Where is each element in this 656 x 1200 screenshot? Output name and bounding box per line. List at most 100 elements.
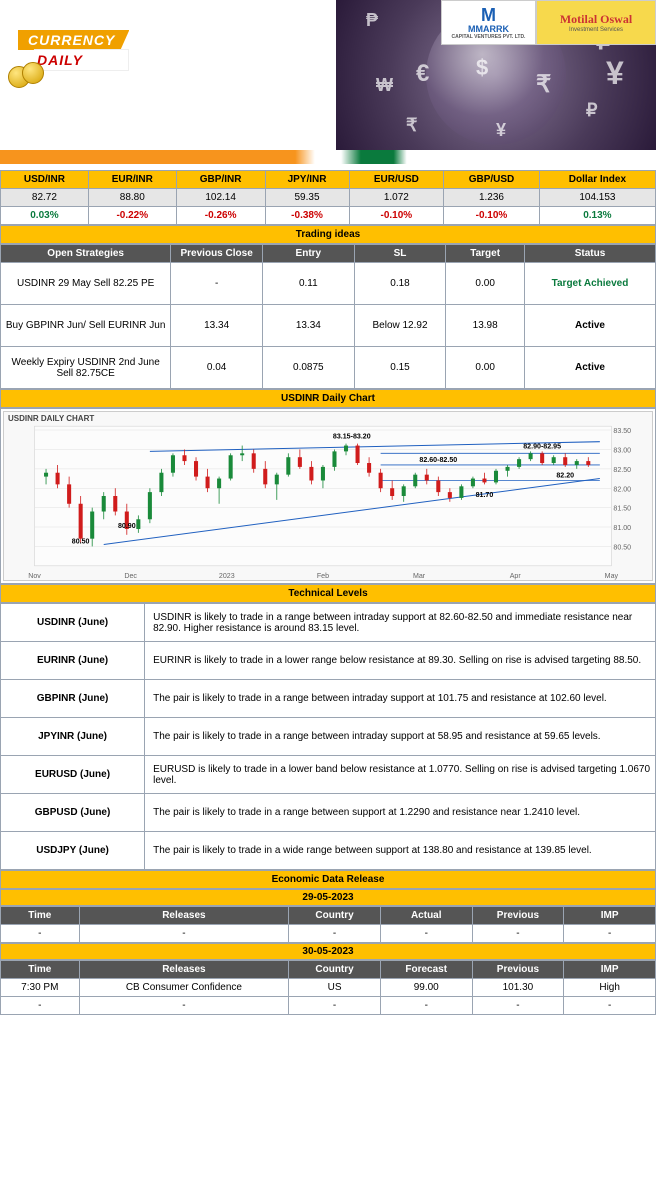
pair-value: 1.072 [349,189,444,207]
technical-desc: The pair is likely to trade in a range b… [145,680,656,718]
econ-col-header: IMP [564,961,656,979]
econ-date-2: 30-05-2023 [0,943,656,960]
economic-table-2: TimeReleasesCountryForecastPreviousIMP 7… [0,960,656,1015]
currency-symbol: ₱ [366,10,378,31]
svg-text:81.00: 81.00 [613,524,631,532]
econ-col-header: Country [289,907,381,925]
econ-cell: - [289,997,381,1015]
technical-desc: The pair is likely to trade in a wide ra… [145,832,656,870]
coin-icon [22,62,44,84]
trading-cell: 0.18 [354,263,446,305]
econ-cell: - [79,925,289,943]
economic-data-title: Economic Data Release [0,870,656,889]
technical-row: EURUSD (June)EURUSD is likely to trade i… [1,756,656,794]
econ-row: 7:30 PMCB Consumer ConfidenceUS99.00101.… [1,979,656,997]
technical-desc: The pair is likely to trade in a range b… [145,794,656,832]
svg-text:82.90-82.95: 82.90-82.95 [523,442,561,450]
logo-name: Motilal Oswal [560,12,632,27]
trading-cell: 0.11 [262,263,354,305]
svg-text:2023: 2023 [219,572,235,580]
currency-pairs-table: USD/INREUR/INRGBP/INRJPY/INREUR/USDGBP/U… [0,170,656,225]
pair-pct: -0.22% [88,207,176,225]
svg-text:Feb: Feb [317,572,329,580]
technical-pair: EURINR (June) [1,642,145,680]
econ-col-header: Releases [79,907,289,925]
econ-cell: - [79,997,289,1015]
pair-header: EUR/INR [88,171,176,189]
svg-text:83.00: 83.00 [613,446,631,454]
trading-row: USDINR 29 May Sell 82.25 PE-0.110.180.00… [1,263,656,305]
econ-cell: US [289,979,381,997]
econ-col-header: Actual [380,907,472,925]
econ-row: ------ [1,997,656,1015]
pair-pct: -0.10% [349,207,444,225]
pair-header: Dollar Index [539,171,655,189]
pair-value: 102.14 [176,189,265,207]
pair-header: JPY/INR [265,171,349,189]
econ-row: ------ [1,925,656,943]
svg-text:80.50: 80.50 [613,543,631,551]
econ-cell: - [472,925,564,943]
trading-cell: 0.04 [171,347,263,389]
technical-row: GBPUSD (June)The pair is likely to trade… [1,794,656,832]
pair-header: GBP/INR [176,171,265,189]
technical-pair: USDINR (June) [1,604,145,642]
trading-cell: 0.15 [354,347,446,389]
trading-col-header: Target [446,245,525,263]
trading-col-header: Previous Close [171,245,263,263]
econ-cell: High [564,979,656,997]
trading-cell: USDINR 29 May Sell 82.25 PE [1,263,171,305]
pair-header: EUR/USD [349,171,444,189]
trading-cell: 0.00 [446,347,525,389]
currency-symbol: ¥ [496,120,506,141]
technical-levels-title: Technical Levels [0,584,656,603]
logo-container: M MMARRK CAPITAL VENTURES PVT. LTD. Moti… [441,0,656,45]
pair-pct: 0.03% [1,207,89,225]
svg-text:May: May [605,572,619,580]
econ-col-header: IMP [564,907,656,925]
logo-sub: Investment Services [569,27,623,33]
econ-cell: - [289,925,381,943]
svg-text:80.50: 80.50 [72,537,90,545]
technical-desc: EURUSD is likely to trade in a lower ban… [145,756,656,794]
logo-name: MMARRK [468,24,509,34]
currency-symbol: € [416,60,429,88]
currency-symbol: ₽ [586,100,597,121]
pair-value: 1.236 [444,189,540,207]
chart-area: USDINR DAILY CHART 80.5081.0081.5082.008… [3,411,653,581]
title-top: CURRENCY [18,30,129,50]
trading-cell: 13.34 [262,305,354,347]
technical-pair: EURUSD (June) [1,756,145,794]
trading-cell: Active [524,347,655,389]
svg-text:81.50: 81.50 [613,505,631,513]
technical-row: EURINR (June)EURINR is likely to trade i… [1,642,656,680]
currency-symbol: ₹ [536,70,551,99]
logo-sub: CAPITAL VENTURES PVT. LTD. [452,34,526,40]
econ-cell: CB Consumer Confidence [79,979,289,997]
technical-pair: USDJPY (June) [1,832,145,870]
econ-col-header: Time [1,961,80,979]
technical-pair: GBPINR (June) [1,680,145,718]
chart-small-title: USDINR DAILY CHART [8,414,94,423]
svg-text:Mar: Mar [413,572,426,580]
svg-text:Dec: Dec [124,572,137,580]
svg-text:Nov: Nov [28,572,41,580]
pair-value: 104.153 [539,189,655,207]
pair-pct: -0.38% [265,207,349,225]
trading-cell: 0.00 [446,263,525,305]
pair-pct: -0.10% [444,207,540,225]
currency-symbol: ₩ [376,75,393,96]
econ-cell: - [564,997,656,1015]
svg-text:82.50: 82.50 [613,466,631,474]
trading-col-header: Status [524,245,655,263]
svg-text:81.70: 81.70 [476,491,494,499]
technical-desc: USDINR is likely to trade in a range bet… [145,604,656,642]
econ-cell: 7:30 PM [1,979,80,997]
economic-table-1: TimeReleasesCountryActualPreviousIMP ---… [0,906,656,943]
currency-symbol: $ [476,55,488,81]
technical-pair: JPYINR (June) [1,718,145,756]
svg-text:Apr: Apr [510,572,522,580]
trading-cell: 13.98 [446,305,525,347]
trading-row: Weekly Expiry USDINR 2nd June Sell 82.75… [1,347,656,389]
logo-mark: M [481,6,496,24]
